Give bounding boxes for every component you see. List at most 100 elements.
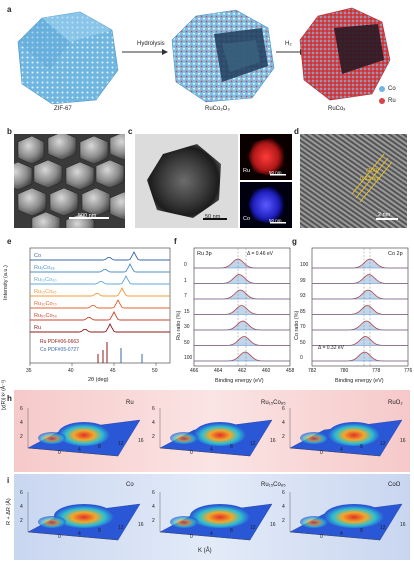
panel_h-ticks_a-3: 12 [250, 441, 256, 447]
panel_h-ticks_b-2: 6 [152, 406, 155, 412]
panel-f-title: Ru 3p [197, 251, 212, 257]
panel_h-ticks_a-1: 4 [210, 447, 213, 453]
wt-surface-plots [27, 408, 403, 541]
panel_i-ticks_b-1: 4 [282, 504, 285, 510]
panel_f-xtick-3: 460 [262, 368, 271, 374]
panel_h-ticks_a-1: 4 [78, 447, 81, 453]
xrd-curve-4 [30, 299, 170, 309]
panel_f-xtick-4: 458 [286, 368, 295, 374]
legend-co-label: Co [388, 86, 396, 92]
panel_f-row-label-1: 1 [184, 277, 187, 284]
map-h-ru-label: Ru [126, 400, 134, 406]
map-i-coo-label: CoO [388, 482, 401, 488]
panel_i-ticks_a-0: 0 [58, 534, 61, 540]
panel_i-ticks_a-2: 8 [98, 528, 101, 534]
panel-letter-g: g [292, 237, 297, 246]
co-map-scale-label: 50 nm [269, 218, 282, 223]
panel-f-xps-plot [193, 247, 291, 367]
panel-c-ru-map [240, 134, 292, 180]
panel-e-xtick-35: 35 [26, 368, 32, 374]
xrd-series-label-1: Ru₂Co₉₈ [34, 265, 55, 271]
panel-letter-b: b [7, 127, 12, 136]
xps-g-curves-area-6 [312, 352, 408, 361]
xps-g-curves-area-2 [312, 290, 408, 299]
xps-f-curves-area-4 [194, 321, 290, 330]
panel_g-row-label-4: 70 [300, 324, 306, 330]
panel_h-ticks_b-2: 6 [282, 406, 285, 412]
panel-letter-d: d [294, 127, 299, 136]
legend-ru-label: Ru [388, 98, 396, 104]
panel_f-xtick-0: 466 [190, 368, 199, 374]
xps-g-curves-area-0 [312, 259, 408, 268]
panel-a-schematic [17, 7, 391, 105]
panel_i-ticks_a-0: 0 [320, 534, 323, 540]
panel_h-ticks_a-3: 12 [118, 441, 124, 447]
panel-c-co-map [240, 182, 292, 228]
ru-map-scale-label: 50 nm [269, 170, 282, 175]
panel_h-ticks_b-0: 2 [20, 434, 23, 440]
zif67-polyhedron [17, 11, 119, 105]
wt-surface-h-2 [289, 408, 403, 457]
panel_i-ticks_b-2: 6 [152, 490, 155, 496]
panel_g-row-label-5: 50 [300, 339, 306, 346]
map-i-ru15co85-label: Ru₁₅Co₈₅ [261, 482, 286, 488]
wt-surface-h-1 [159, 408, 273, 457]
panel_i-ticks_b-1: 4 [152, 504, 155, 510]
lattice-spacing-label: 0.23 nm [360, 176, 380, 182]
panel-letter-e: e [7, 237, 12, 246]
xps-g-curves-area-1 [312, 274, 408, 284]
panel_i-ticks_a-1: 4 [78, 531, 81, 537]
panel_i-ticks_a-2: 8 [360, 528, 363, 534]
wt-surface-i-2 [289, 492, 403, 541]
panel-f-ylabel: Ru ratio (%) [176, 310, 182, 340]
legend-co-dot [379, 86, 385, 92]
panel-c-scale-label: 50 nm [205, 214, 221, 220]
step2-label: H₂ [285, 41, 292, 47]
panel_f-row-label-4: 30 [184, 324, 190, 330]
panel_g-row-label-6: 0 [300, 355, 303, 361]
panel-letter-i: i [7, 476, 10, 485]
xrd-curve-2 [30, 275, 170, 285]
panel-d-hrtem-image [300, 134, 407, 228]
panel_f-row-label-5: 50 [184, 339, 190, 346]
wt-surface-h-0 [27, 408, 141, 457]
panel_g-xtick-3: 776 [404, 368, 413, 374]
xrd-curve-5 [30, 311, 170, 321]
label-rucooy: RuCo₂O₃ [205, 106, 230, 112]
panel_i-ticks_a-4: 16 [270, 522, 276, 528]
panel_g-row-label-0: 100 [300, 262, 309, 268]
panel_i-ticks_a-4: 16 [138, 522, 144, 528]
map-h-ru15co85-label: Ru₁₅Co₈₅ [261, 400, 286, 406]
panel_i-ticks_b-0: 2 [152, 518, 155, 524]
panel_g-xtick-0: 782 [308, 368, 317, 374]
panel_g-xtick-2: 778 [372, 368, 381, 374]
panel_f-xtick-1: 464 [214, 368, 223, 374]
panel_g-row-label-3: 85 [300, 308, 306, 315]
xps-f-curves-area-5 [194, 336, 290, 346]
xrd-curve-6 [30, 323, 170, 333]
panel_h-ticks_a-2: 8 [98, 444, 101, 450]
panel-e-xtick-40: 40 [68, 368, 74, 374]
ru-map-label: Ru [243, 168, 251, 174]
panel_i-ticks_a-3: 12 [250, 525, 256, 531]
panel_i-ticks_b-1: 4 [20, 504, 23, 510]
panel_h-ticks_a-1: 4 [340, 447, 343, 453]
panel_h-ticks_b-2: 6 [20, 406, 23, 412]
panel-b-scale-label: 500 nm [78, 213, 97, 219]
panel_i-ticks_a-1: 4 [340, 531, 343, 537]
xps-f-curves-area-2 [194, 290, 290, 299]
panel_f-xtick-2: 462 [238, 368, 247, 374]
panel_f-row-label-6: 100 [184, 355, 193, 361]
panel_i-ticks_a-2: 8 [230, 528, 233, 534]
panel_g-row-label-1: 99 [300, 277, 306, 284]
panel_f-row-label-0: 0 [184, 262, 187, 268]
panel_h-ticks_a-4: 16 [270, 438, 276, 444]
panel_i-ticks_b-2: 6 [20, 490, 23, 496]
panel_i-ticks_a-0: 0 [190, 534, 193, 540]
panel_h-ticks_b-1: 4 [152, 420, 155, 426]
co-map-label: Co [243, 216, 251, 222]
panel_h-ticks_b-1: 4 [20, 420, 23, 426]
panel_i-ticks_a-1: 4 [210, 531, 213, 537]
xrd-series-label-0: Co [34, 253, 42, 259]
panel-g-delta: Δ = 0.32 eV [318, 345, 344, 351]
